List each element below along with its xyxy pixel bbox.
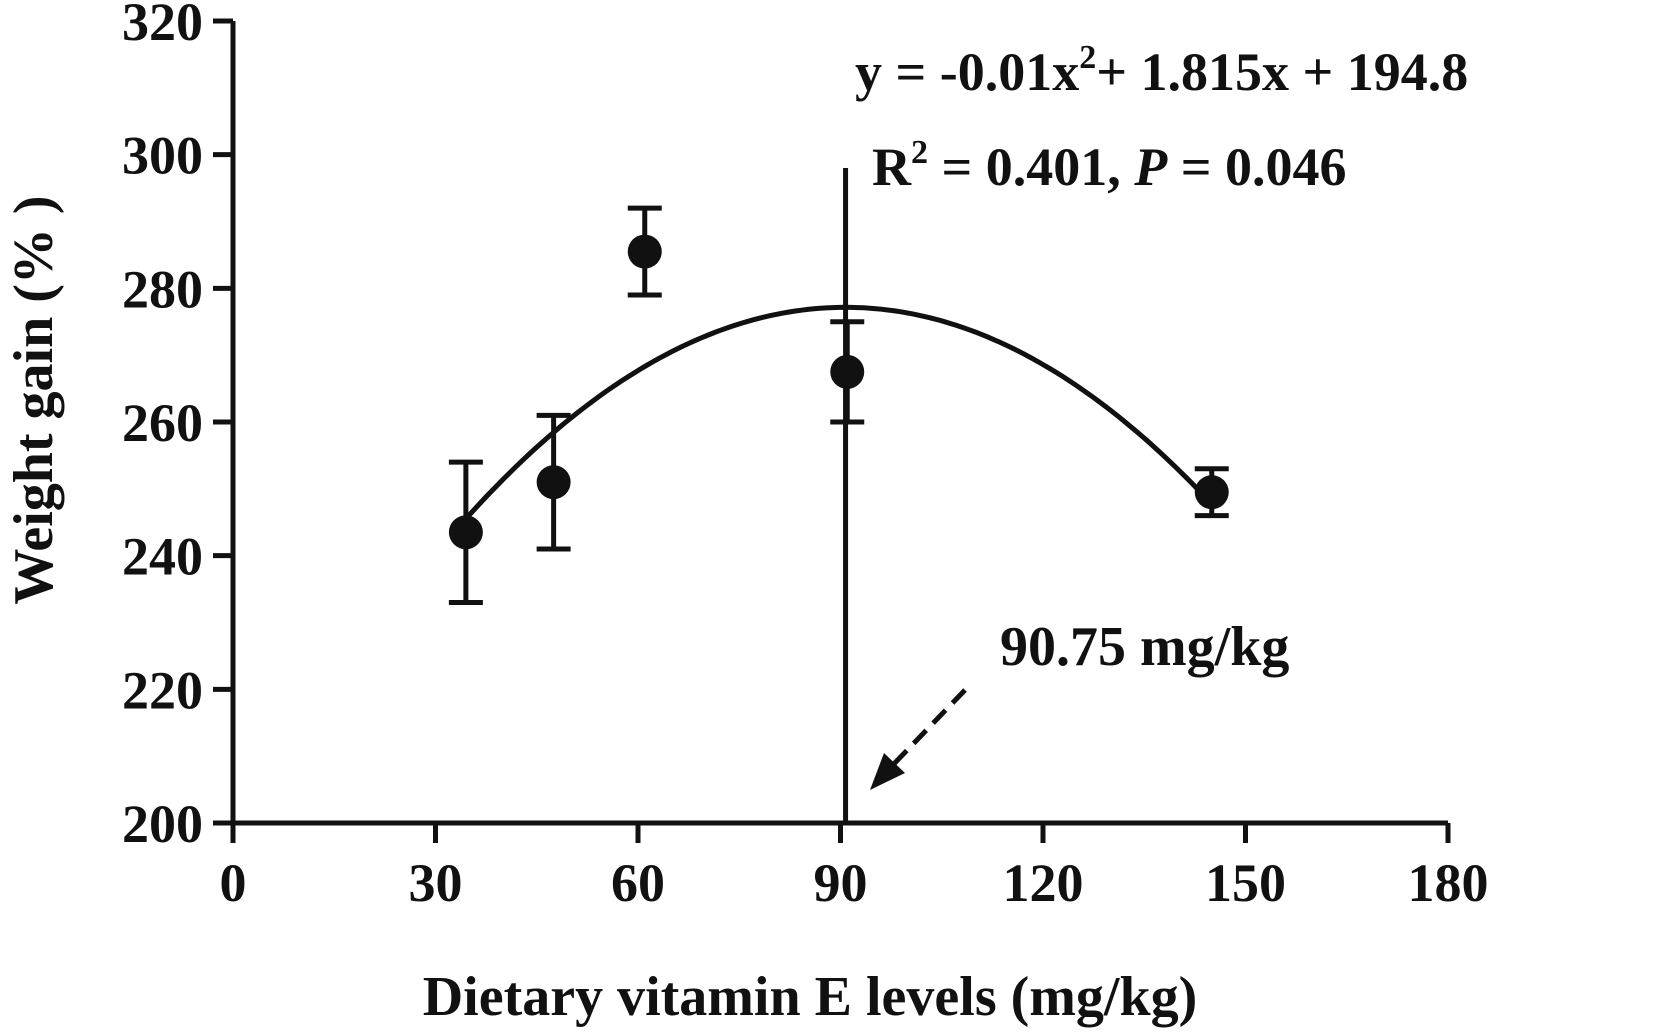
data-point (1194, 475, 1229, 510)
y-tick-label: 300 (122, 126, 203, 186)
x-tick-label: 150 (1205, 853, 1286, 913)
data-point (448, 515, 483, 550)
data-point (536, 465, 571, 500)
data-point-group (830, 319, 865, 425)
y-tick-label: 200 (122, 794, 203, 854)
x-axis-title: Dietary vitamin E levels (mg/kg) (423, 966, 1198, 1028)
r-squared-value: = 0.401, (928, 137, 1134, 197)
data-points (448, 205, 1229, 605)
y-ticks: 200 220 240 260 280 300 320 (122, 0, 233, 854)
x-tick-label: 120 (1003, 853, 1084, 913)
arrowhead-icon (870, 753, 905, 790)
x-tick-label: 90 (814, 853, 868, 913)
quadratic-fit-curve (464, 304, 1214, 521)
data-point-group (1194, 466, 1229, 519)
y-tick-label: 320 (122, 0, 203, 52)
data-point (627, 234, 662, 269)
data-point-group (536, 412, 571, 552)
y-axis-title: Weight gain (% ) (3, 195, 65, 604)
fit-equation: y = -0.01x2+ 1.815x + 194.8 (855, 39, 1468, 102)
data-point-group (448, 459, 483, 605)
x-tick-label: 60 (611, 853, 665, 913)
p-value: = 0.046 (1167, 137, 1346, 197)
equation-prefix: y = -0.01x (855, 42, 1079, 102)
equation-suffix: + 1.815x + 194.8 (1096, 42, 1468, 102)
x-tick-label: 180 (1408, 853, 1489, 913)
x-ticks: 0 30 60 90 120 150 180 (220, 823, 1489, 913)
y-tick-label: 240 (122, 527, 203, 587)
axes: 0 30 60 90 120 150 180 200 220 240 260 280 300 320 (122, 0, 1489, 913)
equation-exponent: 2 (1079, 39, 1096, 76)
r-squared-exponent: 2 (911, 134, 928, 171)
y-tick-label: 280 (122, 259, 203, 319)
fit-statistics: R2 = 0.401, P = 0.046 (872, 134, 1347, 197)
x-tick-label: 30 (409, 853, 463, 913)
data-point-group (627, 205, 662, 298)
y-tick-label: 260 (122, 393, 203, 453)
y-tick-label: 220 (122, 660, 203, 720)
x-tick-label: 0 (220, 853, 247, 913)
optimum-label: 90.75 mg/kg (1000, 616, 1289, 678)
optimum-arrow (870, 688, 967, 790)
dashed-arrow-shaft (888, 688, 967, 770)
p-symbol: P (1133, 137, 1168, 197)
r-squared-symbol: R (872, 137, 912, 197)
data-point (830, 354, 865, 389)
